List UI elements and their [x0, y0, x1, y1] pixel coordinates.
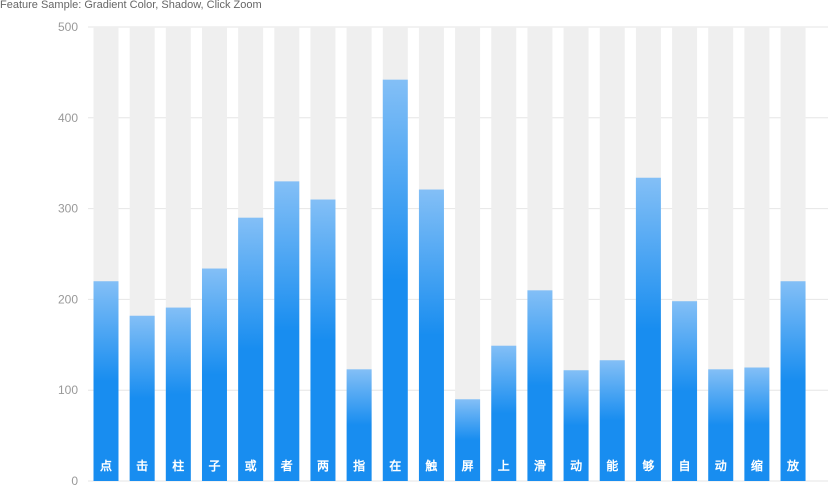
category-label: 上	[498, 458, 510, 473]
category-label: 柱	[172, 458, 184, 473]
bar[interactable]	[129, 315, 155, 481]
category-label: 动	[715, 459, 727, 473]
category-label: 击	[136, 458, 148, 473]
bar[interactable]	[201, 268, 227, 481]
bar[interactable]	[238, 217, 264, 481]
bar[interactable]	[93, 281, 119, 481]
bar[interactable]	[672, 301, 698, 481]
category-label: 动	[570, 459, 582, 473]
y-tick-label: 100	[58, 383, 78, 397]
category-label: 或	[245, 458, 257, 473]
bar[interactable]	[382, 79, 408, 481]
category-label: 自	[679, 458, 691, 473]
bar[interactable]	[310, 199, 336, 481]
category-label: 滑	[534, 458, 546, 473]
category-label: 够	[641, 458, 654, 473]
chart-title: Feature Sample: Gradient Color, Shadow, …	[0, 0, 262, 11]
y-tick-label: 0	[71, 474, 78, 488]
bar[interactable]	[744, 367, 770, 482]
bar[interactable]	[418, 189, 444, 482]
y-tick-label: 300	[58, 202, 78, 216]
category-label: 缩	[751, 458, 763, 473]
bar[interactable]	[346, 369, 372, 481]
category-label: 子	[208, 459, 220, 473]
y-tick-label: 200	[58, 292, 78, 306]
y-tick-label: 400	[58, 111, 78, 125]
category-label: 放	[786, 458, 800, 473]
bar[interactable]	[491, 345, 517, 481]
category-labels: 点击柱子或者两指在触屏上滑动能够自动缩放	[100, 458, 800, 473]
category-label: 在	[389, 458, 401, 473]
category-label: 屏	[461, 459, 474, 473]
category-label: 指	[353, 458, 365, 473]
bar[interactable]	[635, 177, 661, 481]
bar[interactable]	[708, 369, 734, 481]
bar[interactable]	[599, 360, 625, 481]
category-label: 两	[317, 459, 329, 473]
bar[interactable]	[165, 307, 191, 481]
bar[interactable]	[780, 281, 806, 481]
category-label: 能	[606, 458, 618, 473]
bar[interactable]	[527, 290, 553, 481]
category-label: 触	[425, 458, 437, 473]
bar[interactable]	[274, 181, 300, 482]
data-bars	[93, 79, 806, 482]
y-axis: 0 100 200 300 400 500	[58, 20, 78, 488]
shadow-bars	[93, 27, 806, 481]
bar[interactable]	[563, 370, 589, 481]
bar[interactable]	[455, 399, 481, 481]
y-tick-label: 500	[58, 20, 78, 34]
category-label: 者	[280, 458, 293, 473]
category-label: 点	[100, 458, 112, 473]
